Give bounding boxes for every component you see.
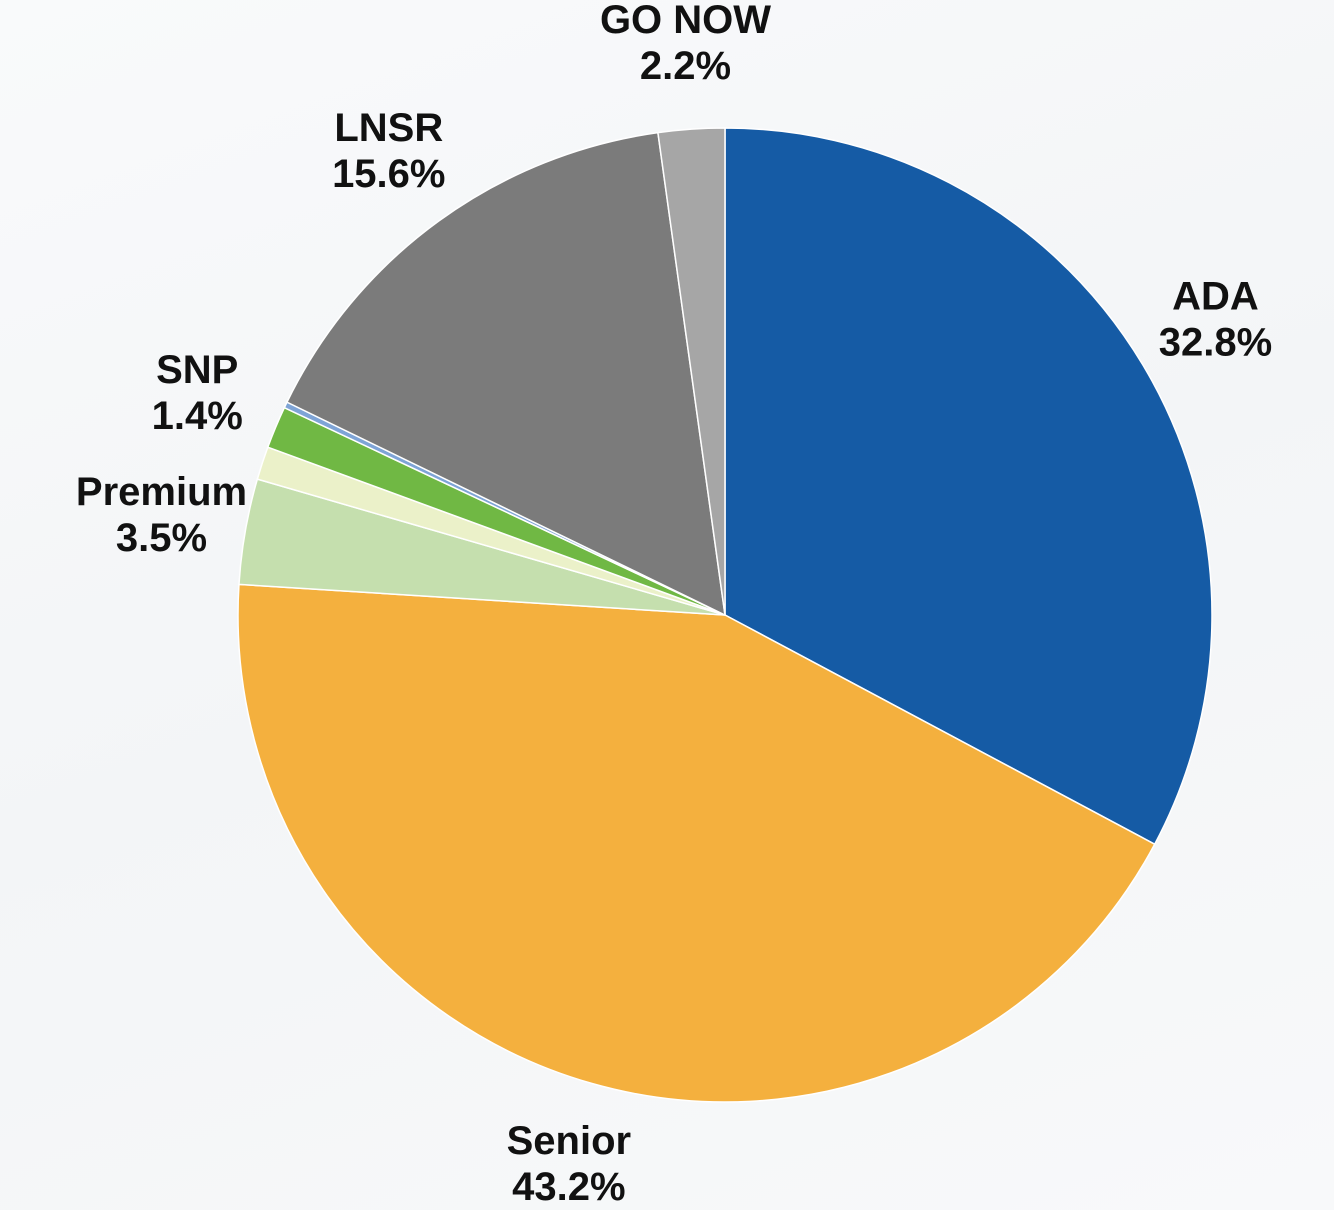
slice-label: LNSR bbox=[334, 106, 443, 150]
pie-slice bbox=[285, 131, 726, 617]
slice-label: Premium bbox=[76, 470, 247, 514]
slice-label: GO NOW bbox=[600, 0, 771, 42]
slice-label: SNP bbox=[156, 348, 238, 392]
slice-value-label: 32.8% bbox=[1159, 320, 1272, 364]
slice-value-label: 2.2% bbox=[640, 44, 731, 88]
slice-label: ADA bbox=[1172, 274, 1259, 318]
pie-slice bbox=[237, 583, 1156, 1103]
slice-value-label: 15.6% bbox=[332, 152, 445, 196]
pie-slice bbox=[657, 127, 726, 616]
pie-slice bbox=[724, 127, 1213, 846]
slice-value-label: 1.4% bbox=[152, 394, 243, 438]
slice-value-label: 43.2% bbox=[512, 1165, 625, 1209]
slice-value-label: 3.5% bbox=[116, 516, 207, 560]
slice-label: Senior bbox=[507, 1119, 631, 1163]
